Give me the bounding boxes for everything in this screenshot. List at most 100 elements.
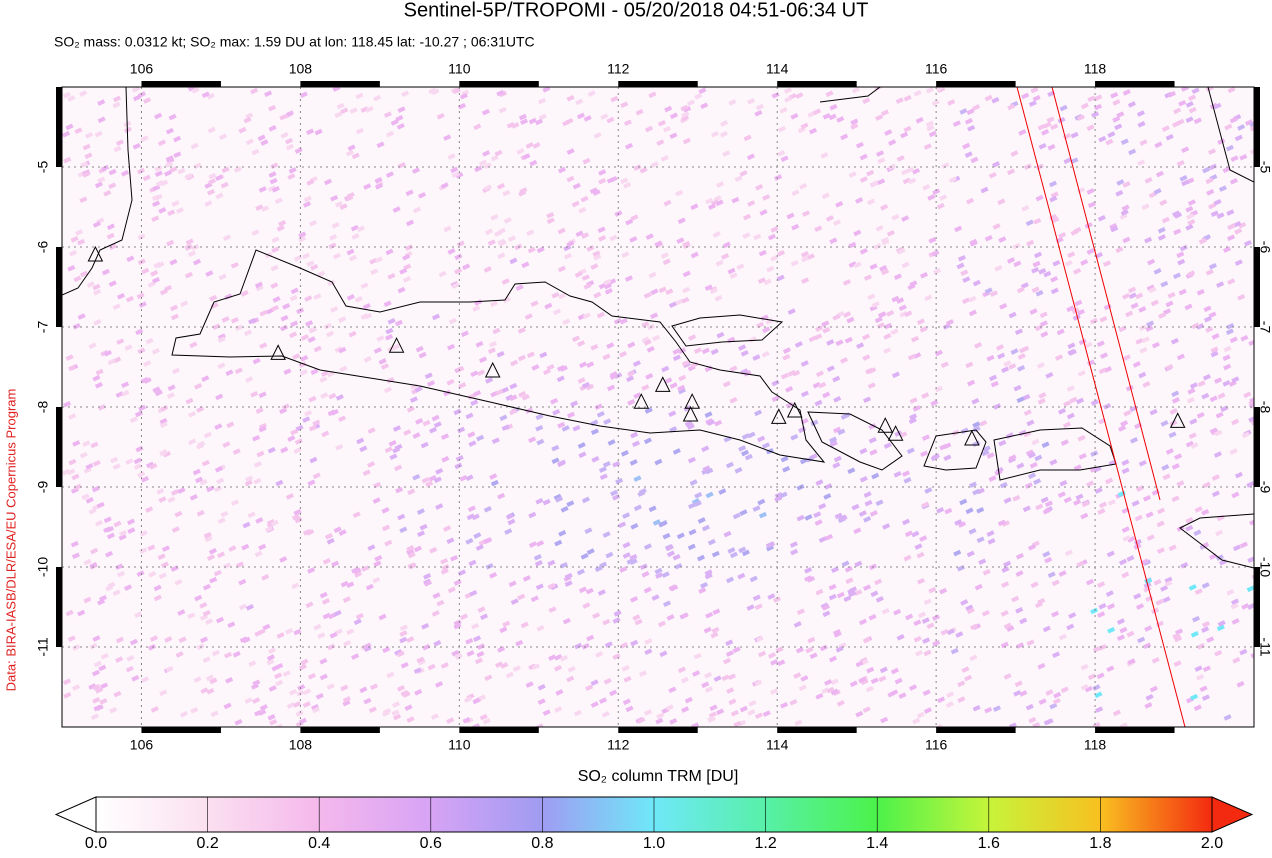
so2-pixel	[455, 455, 464, 462]
so2-pixel	[326, 683, 335, 690]
so2-pixel	[883, 333, 892, 340]
so2-pixel	[690, 203, 699, 211]
so2-pixel	[1170, 337, 1179, 345]
so2-pixel	[923, 598, 932, 606]
so2-pixel	[447, 153, 456, 160]
so2-pixel	[443, 389, 452, 397]
so2-pixel	[544, 302, 553, 310]
so2-pixel	[475, 544, 484, 551]
so2-pixel	[435, 468, 444, 475]
so2-pixel	[1139, 139, 1148, 146]
so2-pixel	[125, 458, 134, 465]
so2-pixel	[126, 655, 135, 662]
so2-pixel	[269, 177, 278, 185]
so2-pixel	[853, 229, 862, 237]
so2-pixel	[782, 347, 791, 354]
so2-pixel	[88, 342, 97, 350]
so2-pixel	[1120, 420, 1129, 427]
so2-pixel	[1051, 579, 1060, 587]
so2-pixel	[898, 692, 907, 699]
so2-pixel	[587, 90, 596, 97]
so2-pixel	[712, 231, 721, 238]
so2-pixel	[139, 530, 148, 537]
so2-pixel	[129, 638, 138, 646]
so2-pixel	[953, 549, 962, 557]
so2-pixel	[91, 669, 100, 677]
so2-pixel	[754, 603, 763, 611]
so2-pixel	[947, 99, 956, 106]
so2-pixel	[1156, 547, 1165, 554]
so2-pixel	[381, 507, 390, 514]
so2-pixel	[966, 108, 975, 116]
so2-pixel	[412, 167, 421, 174]
y-tick-label: -6	[35, 241, 51, 254]
credit: Data: BIRA-IASB/DLR/ESA/EU Copernicus Pr…	[3, 389, 18, 692]
so2-pixel	[1173, 107, 1182, 115]
so2-pixel	[1026, 419, 1035, 427]
so2-pixel	[1127, 658, 1136, 665]
so2-pixel	[955, 631, 964, 638]
so2-pixel	[1125, 384, 1134, 392]
so2-pixel	[669, 382, 678, 389]
so2-pixel	[850, 118, 859, 126]
x-tick-label: 116	[925, 737, 948, 753]
so2-pixel	[937, 696, 946, 704]
so2-pixel	[869, 449, 878, 456]
so2-pixel	[859, 475, 868, 483]
so2-pixel	[833, 455, 842, 463]
so2-pixel	[648, 271, 657, 279]
so2-pixel	[1238, 221, 1247, 229]
so2-pixel	[83, 558, 92, 566]
so2-pixel	[862, 584, 872, 591]
so2-pixel	[271, 305, 280, 312]
so2-pixel	[414, 386, 423, 393]
so2-pixel	[137, 347, 146, 355]
so2-pixel	[485, 228, 494, 236]
so2-pixel	[279, 556, 288, 563]
so2-pixel	[1165, 133, 1174, 141]
so2-pixel	[982, 445, 991, 452]
so2-pixel	[389, 453, 398, 461]
so2-pixel	[399, 268, 408, 275]
so2-pixel	[563, 252, 572, 260]
so2-pixel	[620, 642, 629, 649]
so2-pixel	[1149, 408, 1158, 416]
so2-pixel	[1028, 544, 1037, 551]
so2-pixel	[901, 215, 910, 222]
so2-pixel	[1120, 138, 1129, 146]
so2-pixel	[999, 481, 1008, 489]
so2-pixel	[965, 604, 974, 612]
so2-pixel	[571, 335, 581, 343]
so2-pixel	[65, 609, 74, 617]
so2-pixel	[620, 101, 629, 109]
so2-pixel	[97, 404, 106, 411]
so2-pixel	[919, 535, 928, 542]
so2-pixel	[1155, 598, 1164, 606]
so2-pixel	[858, 510, 867, 517]
so2-pixel	[923, 707, 932, 714]
so2-pixel	[154, 389, 163, 397]
so2-pixel	[125, 665, 134, 673]
y-tick-label: -10	[35, 557, 51, 577]
so2-pixel	[1248, 339, 1254, 347]
so2-pixel	[295, 710, 304, 717]
so2-pixel	[992, 705, 1001, 712]
so2-pixel	[592, 612, 601, 619]
so2-pixel	[429, 546, 438, 554]
so2-pixel	[146, 461, 155, 469]
so2-pixel	[562, 617, 571, 625]
so2-pixel	[427, 380, 436, 387]
so2-pixel	[320, 392, 329, 399]
so2-pixel	[675, 189, 684, 197]
so2-pixel	[152, 276, 161, 284]
so2-pixel	[578, 451, 587, 459]
so2-pixel	[529, 159, 538, 167]
so2-pixel	[205, 674, 214, 682]
so2-pixel	[502, 189, 511, 197]
so2-pixel	[1037, 597, 1046, 605]
so2-pixel	[627, 399, 636, 406]
so2-pixel	[656, 712, 665, 720]
so2-pixel	[113, 95, 122, 103]
so2-pixel	[497, 252, 506, 260]
so2-pixel	[116, 338, 125, 345]
